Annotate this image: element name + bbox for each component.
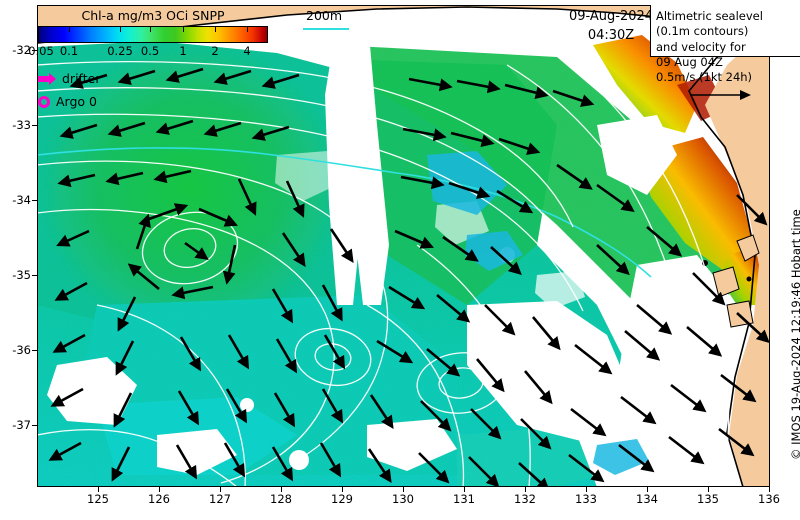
altimetry-info-box [650, 5, 800, 57]
y-tick [32, 275, 37, 276]
x-tick [98, 487, 99, 492]
colorbar-gradient [39, 27, 267, 42]
velocity-vectors [48, 67, 769, 486]
coastal-bloom [593, 35, 769, 305]
colorbar-tick-label: 0.25 [107, 44, 133, 58]
y-tick-label: -32 [12, 43, 31, 57]
altimetry-info-text: Altimetric sealevel (0.1m contours) and … [656, 9, 798, 85]
legend-argo-label: Argo 0 [56, 94, 97, 109]
colorbar-tick [183, 26, 184, 32]
copyright-text: © IMOS 19-Aug-2024 12:19:46 Hobart time [789, 209, 800, 460]
x-tick [647, 487, 648, 492]
swath-gap [325, 11, 389, 305]
colorbar-tick-label: 2 [211, 44, 219, 58]
x-tick-label: 132 [514, 492, 536, 506]
x-tick-label: 135 [697, 492, 719, 506]
y-tick [32, 50, 37, 51]
colorbar-tick [150, 26, 151, 32]
observation-datestamp: 09-Aug-2024 04:30Z [536, 8, 686, 46]
colorbar-tick-label: 0.1 [59, 44, 79, 58]
y-tick-label: -35 [12, 268, 31, 282]
y-tick-label: -33 [12, 118, 31, 132]
x-tick-label: 126 [148, 492, 170, 506]
colorbar-tick [38, 26, 39, 32]
colorbar-tick [69, 26, 70, 32]
colorbar-tick [247, 26, 248, 32]
colorbar-tick-label: 1 [179, 44, 187, 58]
altimetry-line-5: 0.5m/s (1kt 24h) [656, 70, 753, 85]
map-svg [38, 6, 769, 486]
x-tick [403, 487, 404, 492]
velocity-reference-arrow-icon [691, 90, 751, 100]
legend-drifter-label: drifter [62, 71, 101, 86]
x-tick [708, 487, 709, 492]
x-tick [586, 487, 587, 492]
isobath-200m-swatch [303, 28, 349, 30]
x-tick [159, 487, 160, 492]
x-tick [342, 487, 343, 492]
isobath-200m-label: 200m [306, 8, 343, 23]
map-canvas [38, 6, 769, 486]
colorbar-tick-label: 0.05 [28, 44, 54, 58]
observation-time: 04:30Z [587, 27, 635, 43]
x-tick-label: 136 [758, 492, 780, 506]
cloud-gaps [47, 115, 769, 486]
colorbar[interactable] [38, 26, 268, 43]
x-tick-label: 129 [331, 492, 353, 506]
x-tick [281, 487, 282, 492]
x-tick [220, 487, 221, 492]
colorbar-tick-label: 0.5 [140, 44, 160, 58]
y-tick-label: -34 [12, 193, 31, 207]
legend-drifter: drifter [38, 71, 100, 86]
y-tick-label: -36 [12, 343, 31, 357]
y-tick [32, 350, 37, 351]
observation-date: 09-Aug-2024 [568, 9, 654, 24]
x-tick [464, 487, 465, 492]
x-tick [769, 487, 770, 492]
colorbar-tick-label: 4 [243, 44, 251, 58]
colorbar-tick [215, 26, 216, 32]
altimetry-line-2: (0.1m contours) [656, 24, 749, 39]
sealevel-contours [38, 54, 730, 486]
x-tick-label: 125 [87, 492, 109, 506]
y-tick [32, 425, 37, 426]
y-tick-label: -37 [12, 418, 31, 432]
altimetry-line-1: Altimetric sealevel [656, 9, 763, 23]
legend-argo: Argo 0 [38, 94, 97, 109]
x-tick-label: 128 [270, 492, 292, 506]
x-tick-label: 127 [209, 492, 231, 506]
x-tick-label: 133 [575, 492, 597, 506]
altimetry-line-3: and velocity for [656, 39, 746, 54]
map-plot-area[interactable] [37, 5, 770, 487]
colorbar-tick [120, 26, 121, 32]
y-tick [32, 125, 37, 126]
colorbar-title: Chl-a mg/m3 OCi SNPP [81, 8, 225, 23]
x-tick [525, 487, 526, 492]
x-tick-label: 131 [453, 492, 475, 506]
x-tick-label: 134 [636, 492, 658, 506]
y-tick [32, 200, 37, 201]
altimetry-line-4: 09 Aug 04Z [656, 54, 723, 69]
argo-circle-icon [38, 95, 50, 108]
drifter-arrow-icon [38, 72, 56, 85]
x-tick-label: 130 [392, 492, 414, 506]
